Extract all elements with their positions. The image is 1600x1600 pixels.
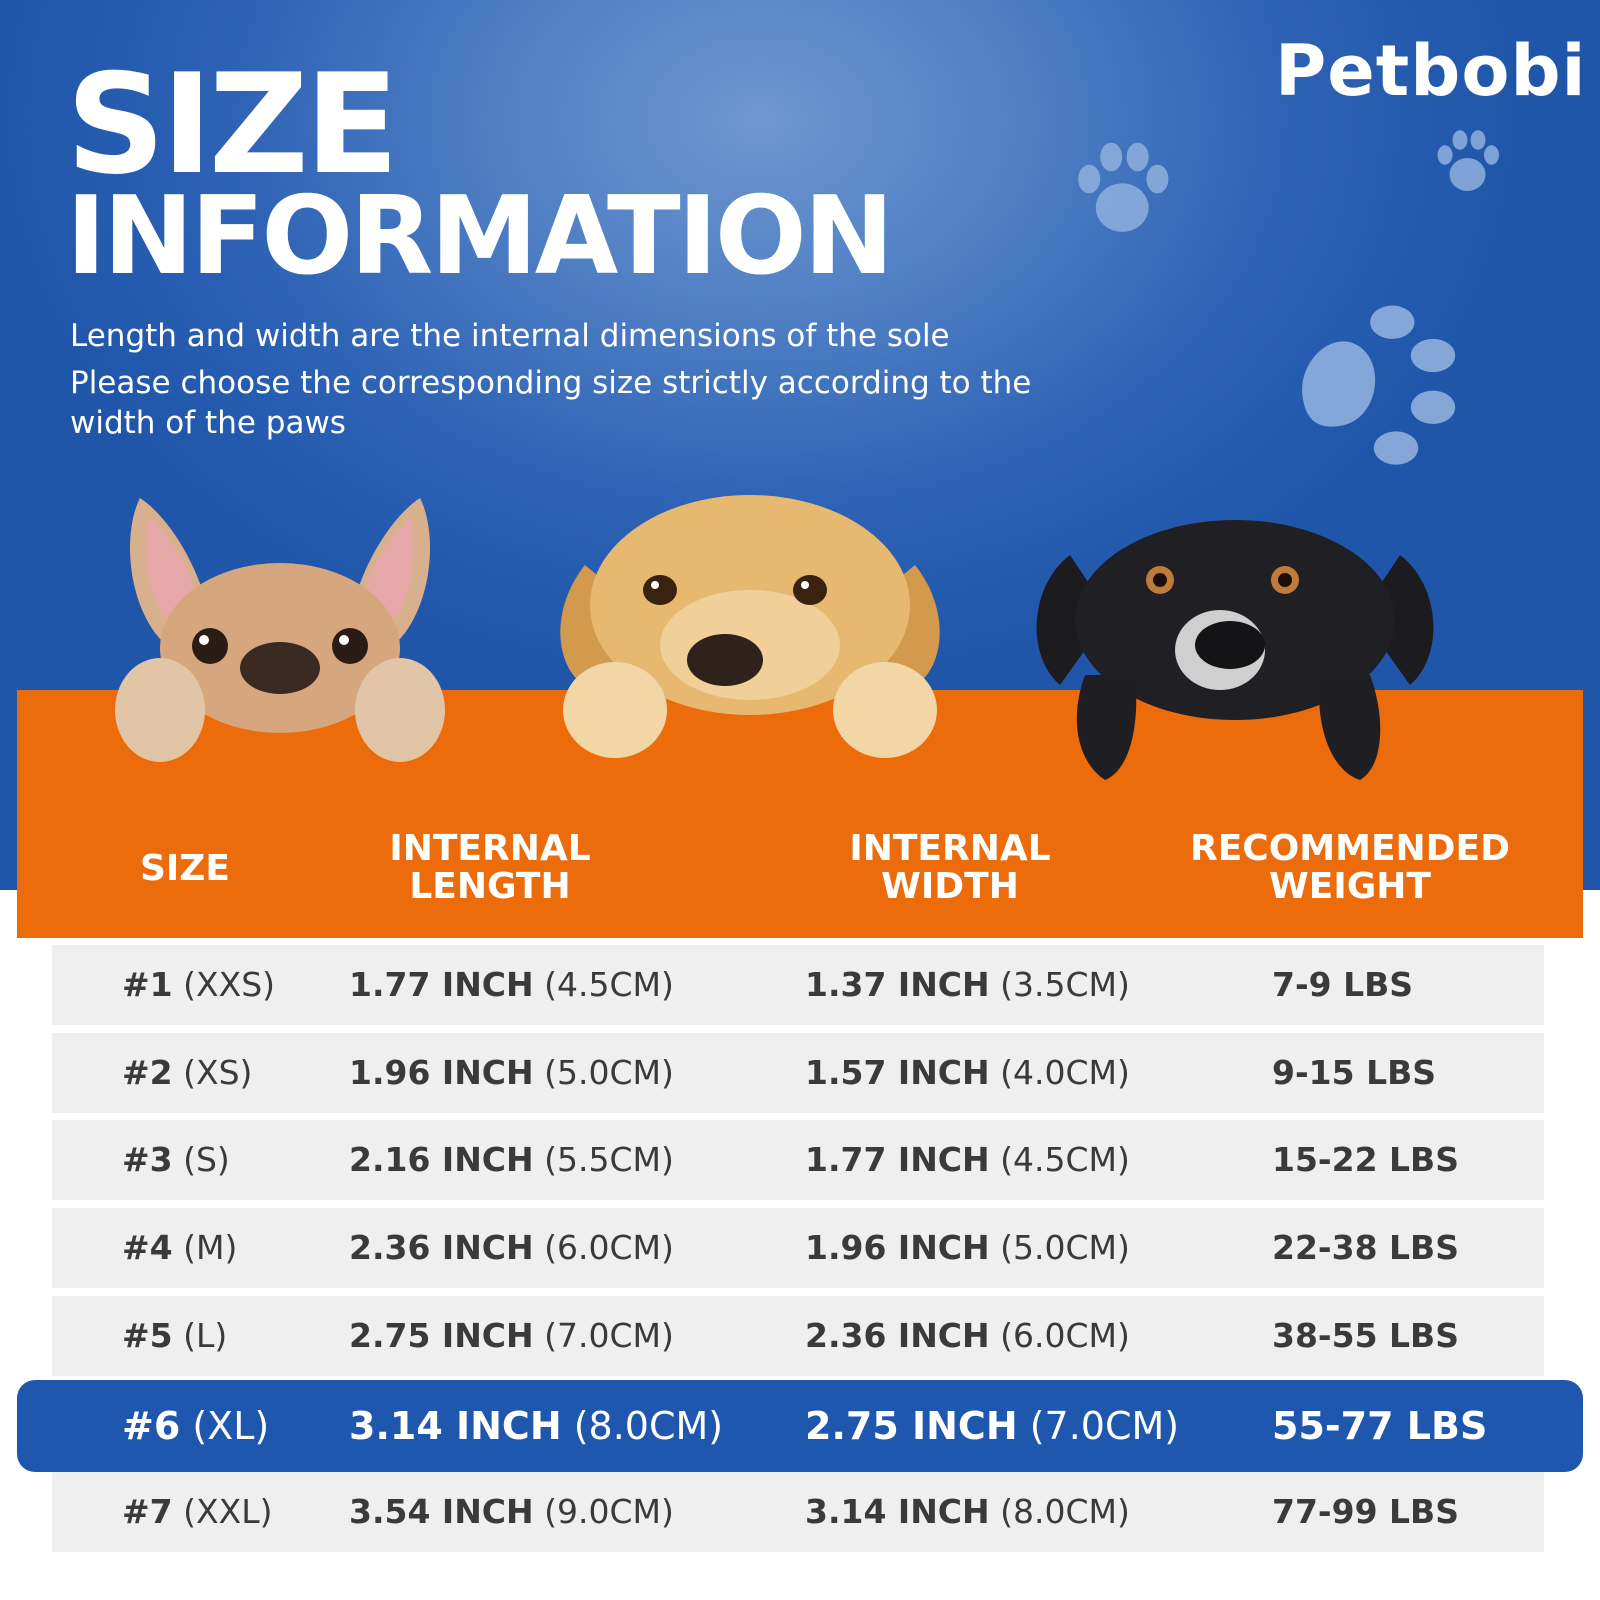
weight-cell: 55-77 LBS — [1272, 1404, 1488, 1448]
table-row: #4 (M) 2.36 INCH (6.0CM) 1.96 INCH (5.0C… — [52, 1208, 1544, 1288]
weight-cell: 38-55 LBS — [1272, 1316, 1459, 1355]
length-cell: 1.96 INCH (5.0CM) — [349, 1053, 674, 1092]
header-internal-length: INTERNAL LENGTH — [389, 828, 591, 907]
paw-print-icon — [1065, 135, 1175, 245]
table-row-highlighted: #6 (XL) 3.14 INCH (8.0CM) 2.75 INCH (7.0… — [17, 1380, 1583, 1472]
length-cell: 2.36 INCH (6.0CM) — [349, 1228, 674, 1267]
border-collie-image — [1030, 515, 1440, 805]
table-row: #1 (XXS) 1.77 INCH (4.5CM) 1.37 INCH (3.… — [52, 945, 1544, 1025]
paw-print-icon — [1430, 125, 1505, 200]
header-recommended-weight: RECOMMENDED WEIGHT — [1189, 828, 1511, 907]
width-cell: 2.75 INCH (7.0CM) — [805, 1404, 1180, 1448]
width-cell: 1.37 INCH (3.5CM) — [805, 965, 1130, 1004]
brand-logo: Petbobi — [1275, 30, 1587, 112]
width-cell: 1.96 INCH (5.0CM) — [805, 1228, 1130, 1267]
table-row: #5 (L) 2.75 INCH (7.0CM) 2.36 INCH (6.0C… — [52, 1296, 1544, 1376]
subtitle-line-2: Please choose the corresponding size str… — [70, 365, 1032, 441]
size-cell: #7 (XXL) — [122, 1492, 273, 1531]
weight-cell: 22-38 LBS — [1272, 1228, 1459, 1267]
size-cell: #2 (XS) — [122, 1053, 253, 1092]
table-row: #3 (S) 2.16 INCH (5.5CM) 1.77 INCH (4.5C… — [52, 1120, 1544, 1200]
size-cell: #5 (L) — [122, 1316, 228, 1355]
size-cell: #1 (XXS) — [122, 965, 276, 1004]
header-size: SIZE — [139, 848, 231, 889]
golden-retriever-image — [545, 495, 955, 770]
length-cell: 3.14 INCH (8.0CM) — [349, 1404, 724, 1448]
length-cell: 1.77 INCH (4.5CM) — [349, 965, 674, 1004]
header-internal-width: INTERNAL WIDTH — [849, 828, 1051, 907]
length-cell: 2.75 INCH (7.0CM) — [349, 1316, 674, 1355]
title-size: SIZE — [66, 44, 399, 205]
length-cell: 3.54 INCH (9.0CM) — [349, 1492, 674, 1531]
french-bulldog-image — [100, 478, 460, 778]
subtitle-line-1: Length and width are the internal dimens… — [70, 318, 950, 354]
weight-cell: 77-99 LBS — [1272, 1492, 1459, 1531]
weight-cell: 7-9 LBS — [1272, 965, 1414, 1004]
table-row: #2 (XS) 1.96 INCH (5.0CM) 1.57 INCH (4.0… — [52, 1033, 1544, 1113]
size-cell: #6 (XL) — [122, 1404, 270, 1448]
width-cell: 1.77 INCH (4.5CM) — [805, 1140, 1130, 1179]
size-cell: #4 (M) — [122, 1228, 238, 1267]
title-information: INFORMATION — [66, 174, 894, 299]
table-row: #7 (XXL) 3.54 INCH (9.0CM) 3.14 INCH (8.… — [52, 1472, 1544, 1552]
paw-print-icon — [1285, 300, 1470, 485]
weight-cell: 9-15 LBS — [1272, 1053, 1437, 1092]
width-cell: 2.36 INCH (6.0CM) — [805, 1316, 1130, 1355]
width-cell: 1.57 INCH (4.0CM) — [805, 1053, 1130, 1092]
weight-cell: 15-22 LBS — [1272, 1140, 1459, 1179]
length-cell: 2.16 INCH (5.5CM) — [349, 1140, 674, 1179]
width-cell: 3.14 INCH (8.0CM) — [805, 1492, 1130, 1531]
size-cell: #3 (S) — [122, 1140, 230, 1179]
